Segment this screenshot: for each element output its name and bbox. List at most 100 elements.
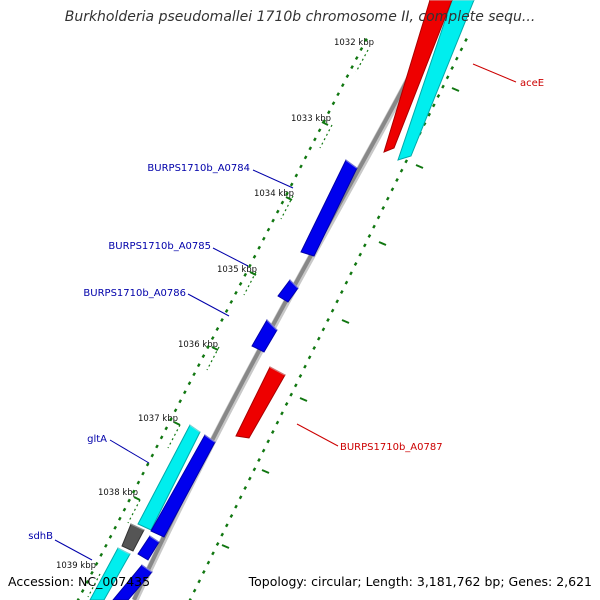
gene-label[interactable]: aceE	[520, 78, 544, 89]
dot	[234, 290, 238, 295]
tick-mark	[206, 346, 220, 371]
gene-label[interactable]: gltA	[87, 434, 107, 445]
dot	[271, 218, 275, 223]
dot	[173, 408, 178, 413]
gene-label[interactable]: BURPS1710b_A0784	[147, 163, 250, 174]
gene-features[interactable]	[89, 0, 475, 600]
other-feature[interactable]	[121, 523, 145, 552]
dot	[312, 346, 317, 350]
dot	[261, 448, 266, 453]
dot	[197, 579, 202, 584]
cds-feature-outer[interactable]	[397, 0, 475, 161]
dot	[308, 146, 313, 151]
dot	[313, 137, 317, 142]
dot	[266, 439, 271, 444]
dot	[196, 363, 201, 368]
dot	[344, 280, 349, 285]
dot	[322, 119, 327, 124]
dot	[224, 308, 229, 313]
dot	[215, 542, 220, 546]
dot	[270, 430, 275, 434]
backbone	[131, 0, 452, 600]
BURPS1710b_A0785-gene[interactable]	[277, 279, 299, 303]
dot	[192, 588, 197, 593]
dot	[178, 399, 183, 404]
BURPS1710b_A0784-gene[interactable]	[300, 159, 358, 257]
dot	[275, 209, 280, 214]
tick-mark	[319, 124, 333, 149]
dot	[441, 84, 445, 89]
dot	[206, 560, 211, 565]
dot	[345, 74, 350, 79]
accession-text: Accession: NC_007435	[8, 574, 151, 589]
dot	[104, 543, 108, 548]
dot	[99, 552, 104, 557]
inner-tick	[133, 496, 141, 501]
dot	[431, 103, 436, 108]
gene-label[interactable]: BURPS1710b_A0787	[340, 442, 443, 453]
outer-tick	[451, 87, 460, 92]
label-leader-line	[472, 63, 517, 83]
dot	[257, 458, 261, 462]
dot	[404, 159, 409, 164]
aceE-gene[interactable]	[383, 0, 453, 153]
dot	[159, 435, 164, 440]
inner-tick	[173, 421, 181, 426]
dot	[201, 354, 206, 359]
dot	[445, 75, 450, 80]
next-gene[interactable]	[112, 564, 153, 600]
dot	[229, 299, 234, 304]
outer-tick	[415, 164, 424, 169]
dot	[164, 426, 169, 431]
dot	[294, 173, 299, 178]
dot	[321, 327, 326, 332]
sdhB-gene[interactable]	[137, 535, 160, 561]
gene-label[interactable]: sdhB	[28, 531, 53, 542]
dot	[354, 56, 359, 61]
dot	[367, 234, 372, 238]
tick-mark	[280, 195, 294, 220]
BURPS1710b_A0787-gene[interactable]	[235, 366, 286, 439]
dot	[211, 551, 215, 556]
dot	[76, 598, 80, 600]
dot	[224, 523, 229, 528]
dot	[317, 128, 322, 133]
dot	[330, 308, 335, 313]
inner-tick	[321, 121, 329, 126]
dot	[243, 272, 248, 277]
dot	[350, 65, 354, 70]
dot	[150, 453, 155, 458]
label-leader-line	[54, 539, 93, 561]
BURPS1710b_A0786-gene[interactable]	[251, 319, 278, 353]
gene-label[interactable]: BURPS1710b_A0786	[83, 288, 186, 299]
dot	[299, 164, 303, 169]
sdhB-cds[interactable]	[89, 547, 131, 600]
dot	[234, 504, 238, 509]
kbp-ticks: 1032 kbp 1033 kbp 1034 kbp 1035 kbp 1036 kbp…	[56, 38, 460, 598]
label-leader-line	[252, 169, 294, 189]
dot	[188, 598, 192, 600]
dot	[117, 516, 122, 521]
dot	[381, 206, 386, 210]
dot	[385, 196, 390, 201]
gltA-gene[interactable]	[150, 434, 216, 538]
dot	[303, 155, 308, 160]
dot	[275, 420, 280, 425]
dot	[261, 236, 266, 241]
dot	[307, 355, 312, 360]
dot	[399, 168, 404, 173]
tick-label: 1039 kbp	[56, 561, 96, 571]
gene-label[interactable]: BURPS1710b_A0785	[108, 241, 211, 252]
dot	[395, 178, 399, 182]
dot	[229, 514, 234, 518]
dot	[316, 336, 321, 341]
dot	[450, 66, 455, 70]
tick-label: 1034 kbp	[254, 189, 294, 199]
dot	[155, 444, 159, 449]
dot	[280, 411, 284, 416]
dot	[376, 215, 381, 220]
label-leader-line	[187, 293, 230, 317]
inner-tick	[249, 271, 257, 276]
outer-tick	[221, 544, 230, 549]
dot	[252, 254, 257, 259]
